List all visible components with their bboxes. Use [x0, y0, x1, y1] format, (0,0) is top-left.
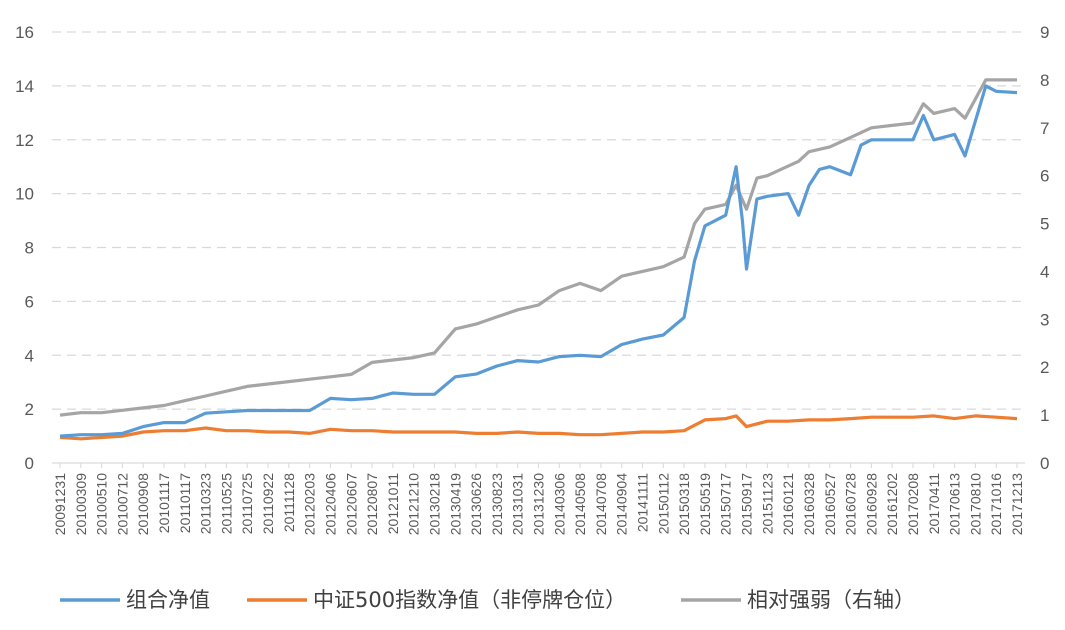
x-tick-label: 20121210 [406, 473, 422, 536]
x-tick-label: 20130823 [489, 473, 505, 536]
x-tick-label: 20170411 [926, 473, 942, 534]
x-tick-label: 20160728 [843, 473, 859, 536]
series-line-0 [59, 84, 1018, 438]
x-tick-label: 20131230 [531, 473, 547, 536]
x-tick-label: 20100510 [94, 473, 110, 536]
right-tick-label: 7 [1040, 119, 1049, 138]
x-tick-label: 20170810 [967, 473, 983, 536]
right-y-axis: 0 1 2 3 4 5 6 7 8 9 [1040, 23, 1049, 473]
right-tick-label: 2 [1040, 358, 1049, 377]
right-tick-label: 4 [1040, 262, 1049, 281]
x-tick-label: 20160121 [780, 473, 796, 536]
x-tick-label: 20151123 [759, 473, 775, 534]
left-y-axis: 0 2 4 6 8 10 12 14 16 [15, 23, 34, 473]
x-tick-label: 20100908 [135, 473, 151, 536]
x-tick-label: 20171213 [1009, 473, 1025, 536]
x-tick-label: 20150917 [739, 473, 755, 536]
x-tick-label: 20170613 [947, 473, 963, 536]
x-tick-label: 20131031 [510, 473, 526, 536]
x-tick-label: 20171016 [988, 473, 1004, 536]
x-tick-label: 20101117 [156, 473, 172, 533]
left-tick-label: 2 [25, 400, 34, 419]
x-tick-label: 20110725 [239, 473, 255, 534]
left-tick-label: 10 [15, 185, 34, 204]
x-tick-label: 20140904 [614, 473, 630, 536]
x-tick-label: 20160328 [801, 473, 817, 536]
legend: 组合净值 中证500指数净值（非停牌仓位） 相对强弱（右轴） [60, 588, 915, 612]
x-tick-label: 20140708 [593, 473, 609, 536]
legend-label-0: 组合净值 [126, 588, 210, 612]
x-tick-label: 20110323 [198, 473, 214, 534]
series-line-1 [59, 414, 1018, 441]
x-tick-label: 20120203 [302, 473, 318, 536]
left-tick-label: 6 [25, 292, 34, 311]
x-tick-label: 20100712 [114, 473, 130, 536]
x-tick-label: 20110922 [260, 473, 276, 534]
series-lines [59, 78, 1018, 441]
x-tick-label: 20121011 [385, 473, 401, 534]
left-tick-label: 14 [15, 77, 34, 96]
right-tick-label: 0 [1040, 454, 1049, 473]
x-tick-label: 20130419 [447, 473, 463, 536]
left-tick-label: 12 [15, 131, 34, 150]
gridlines [52, 31, 1025, 464]
legend-label-2: 相对强弱（右轴） [747, 588, 915, 612]
x-tick-label: 20170208 [905, 473, 921, 536]
x-tick-label: 20120607 [343, 473, 359, 536]
right-tick-label: 8 [1040, 71, 1049, 90]
x-tick-label: 20150519 [697, 473, 713, 536]
x-tick-label: 20161202 [884, 473, 900, 536]
x-tick-label: 20141111 [635, 473, 651, 532]
x-tick-label: 20100309 [73, 473, 89, 536]
right-tick-label: 3 [1040, 310, 1049, 329]
x-axis: 20091231 20100309 20100510 20100712 20100908… [52, 463, 1025, 535]
x-tick-label: 20160928 [863, 473, 879, 536]
x-tick-label: 20120807 [364, 473, 380, 536]
right-tick-label: 5 [1040, 215, 1049, 234]
x-tick-label: 20140306 [551, 473, 567, 536]
left-tick-label: 8 [25, 239, 34, 258]
x-tick-label: 20110525 [218, 473, 234, 534]
x-tick-label: 20140508 [572, 473, 588, 536]
x-tick-label: 20150318 [676, 473, 692, 536]
x-tick-label: 20160527 [822, 473, 838, 536]
x-tick-label: 20130218 [426, 473, 442, 536]
legend-label-1: 中证500指数净值（非停牌仓位） [313, 588, 626, 612]
x-tick-label: 20120406 [322, 473, 338, 536]
series-line-2 [59, 78, 1017, 417]
x-tick-label: 20150717 [718, 473, 734, 536]
x-tick-label: 20111128 [281, 473, 297, 532]
left-tick-label: 4 [25, 346, 34, 365]
x-tick-label: 20091231 [52, 473, 68, 536]
right-tick-label: 1 [1040, 406, 1049, 425]
right-tick-label: 9 [1040, 23, 1049, 42]
x-tick-label: 20110117 [177, 473, 193, 533]
right-tick-label: 6 [1040, 167, 1049, 186]
left-tick-label: 0 [25, 454, 34, 473]
x-tick-label: 20150112 [655, 473, 671, 534]
x-tick-label: 20130626 [468, 473, 484, 536]
left-tick-label: 16 [15, 23, 34, 42]
